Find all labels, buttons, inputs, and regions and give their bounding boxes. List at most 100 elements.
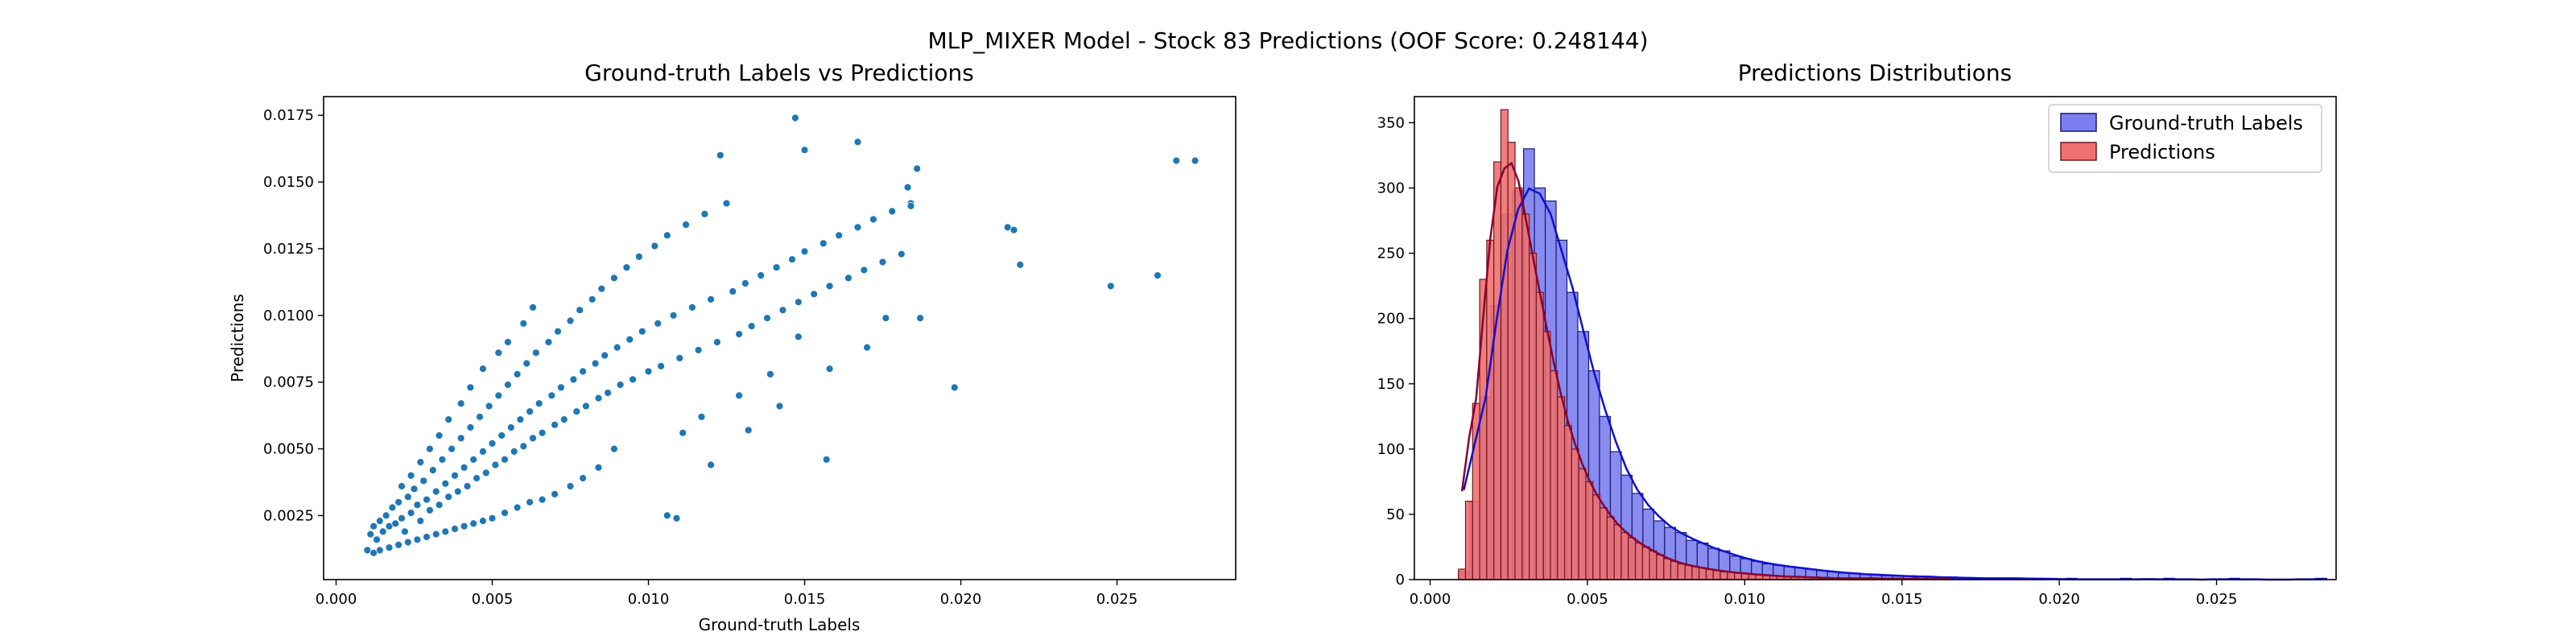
scatter-point xyxy=(697,412,706,421)
scatter-point xyxy=(638,327,646,336)
scatter-point xyxy=(413,501,422,510)
scatter-y-tick-label: 0.0175 xyxy=(263,107,314,124)
scatter-point xyxy=(604,389,612,397)
scatter-point xyxy=(369,522,378,530)
scatter-point xyxy=(398,482,406,490)
scatter-point xyxy=(625,335,634,344)
scatter-point xyxy=(766,369,774,378)
histogram-bar xyxy=(1620,532,1629,580)
scatter-point xyxy=(501,455,509,464)
scatter-point xyxy=(519,319,528,328)
scatter-point xyxy=(610,274,618,283)
scatter-point xyxy=(913,164,922,173)
histogram-bar xyxy=(1500,109,1509,580)
scatter-point xyxy=(903,183,912,192)
scatter-point xyxy=(366,530,375,539)
scatter-point xyxy=(682,221,690,229)
histogram-bar xyxy=(1557,396,1566,580)
scatter-point xyxy=(431,487,440,496)
histogram-bar xyxy=(1684,564,1693,580)
scatter-point xyxy=(916,314,924,323)
scatter-point xyxy=(822,455,831,464)
scatter-point xyxy=(654,319,663,328)
scatter-point xyxy=(694,345,703,354)
scatter-point xyxy=(506,423,515,431)
scatter-point xyxy=(526,498,534,506)
scatter-point xyxy=(741,279,749,287)
scatter-point xyxy=(601,351,609,360)
scatter-y-tick-label: 0.0075 xyxy=(263,374,314,391)
scatter-frame xyxy=(323,96,1236,580)
histogram-bar xyxy=(1670,560,1678,580)
scatter-point xyxy=(513,503,522,512)
scatter-point xyxy=(597,284,606,293)
legend-label-ground-truth: Ground-truth Labels xyxy=(2109,112,2303,134)
legend-label-predictions: Predictions xyxy=(2109,141,2215,163)
scatter-x-tick-label: 0.010 xyxy=(628,591,670,608)
histogram-bar xyxy=(1734,572,1743,580)
histogram-x-ticks: 0.000 0.005 0.010 0.015 0.020 0.025 xyxy=(1410,580,2237,608)
scatter-point xyxy=(413,535,422,544)
scatter-y-tick-label: 0.0125 xyxy=(263,241,314,258)
histogram-frame xyxy=(1414,96,2337,580)
scatter-point xyxy=(594,394,603,402)
histogram-bar xyxy=(1705,568,1714,580)
scatter-point xyxy=(700,209,709,218)
histogram-bar xyxy=(1613,524,1622,580)
scatter-point xyxy=(610,444,618,453)
scatter-point xyxy=(775,402,784,411)
scatter-point xyxy=(441,479,450,488)
scatter-point xyxy=(416,458,425,466)
scatter-point xyxy=(881,314,890,323)
scatter-point xyxy=(479,517,487,525)
scatter-point xyxy=(735,330,743,338)
scatter-point xyxy=(800,146,809,155)
scatter-point xyxy=(526,407,534,416)
scatter-y-tick-label: 0.0150 xyxy=(263,174,314,191)
scatter-point xyxy=(391,519,400,528)
histogram-y-tick-label: 300 xyxy=(1377,180,1405,197)
scatter-point xyxy=(426,506,434,514)
scatter-point xyxy=(616,381,625,389)
scatter-point xyxy=(757,271,766,280)
scatter-point xyxy=(629,375,637,384)
scatter-point xyxy=(622,263,631,272)
figure-suptitle: MLP_MIXER Model - Stock 83 Predictions (… xyxy=(927,27,1648,54)
scatter-point xyxy=(735,391,743,400)
scatter-point xyxy=(707,295,715,303)
scatter-point xyxy=(591,359,600,368)
histogram-bar xyxy=(1677,563,1686,580)
scatter-point xyxy=(744,426,753,435)
scatter-point xyxy=(825,282,834,291)
histogram-bar xyxy=(1699,567,1707,580)
scatter-point xyxy=(519,442,528,451)
scatter-point xyxy=(722,199,731,208)
histogram-bar xyxy=(1628,537,1637,580)
scatter-point xyxy=(469,455,478,464)
scatter-point xyxy=(453,487,462,496)
scatter-point xyxy=(456,434,465,443)
scatter-point xyxy=(403,493,412,502)
histogram-axes: Predictions Distributions 0.000 0.005 0.01… xyxy=(1377,60,2337,608)
scatter-point xyxy=(572,407,581,416)
scatter-point xyxy=(504,338,512,346)
scatter-point xyxy=(554,327,562,336)
histogram-x-tick-label: 0.015 xyxy=(1881,591,1923,608)
scatter-point xyxy=(504,381,512,389)
scatter-point xyxy=(481,469,490,477)
scatter-y-ticks: 0.0025 0.0050 0.0075 0.0100 0.0125 0.0150 0.01… xyxy=(263,107,324,524)
scatter-point xyxy=(538,495,547,504)
scatter-point xyxy=(473,474,481,482)
scatter-point xyxy=(888,207,897,216)
histogram-bar xyxy=(1585,481,1594,580)
scatter-point xyxy=(950,383,959,392)
histogram-x-tick-label: 0.000 xyxy=(1410,591,1451,608)
histogram-bar xyxy=(1712,570,1721,580)
scatter-point xyxy=(375,517,384,525)
scatter-point xyxy=(729,287,737,295)
scatter-point xyxy=(878,258,887,266)
scatter-point xyxy=(707,460,715,469)
scatter-point xyxy=(423,495,431,504)
scatter-point xyxy=(535,399,543,408)
